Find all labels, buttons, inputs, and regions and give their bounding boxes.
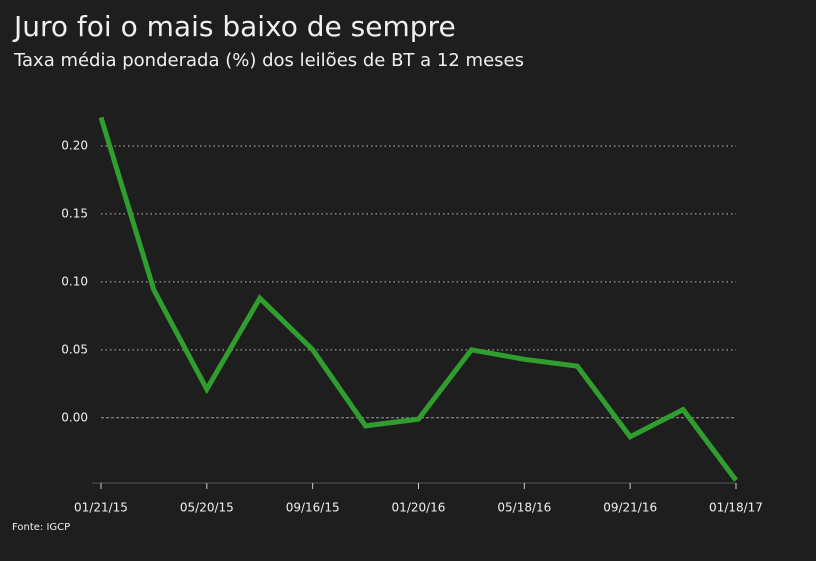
y-tick-label: 0.20 xyxy=(61,138,88,152)
y-tick-label: 0.05 xyxy=(61,342,88,356)
chart-title: Juro foi o mais baixo de sempre xyxy=(12,10,456,43)
x-tick-label: 01/18/17 xyxy=(709,501,763,515)
x-tick-label: 05/18/16 xyxy=(497,501,551,515)
x-tick-label: 09/16/15 xyxy=(286,501,340,515)
source: Fonte: IGCP xyxy=(12,522,70,533)
x-tick-label: 09/21/16 xyxy=(603,501,657,515)
x-tick-label: 01/21/15 xyxy=(74,501,128,515)
data-line xyxy=(98,116,739,482)
chart-subtitle: Taxa média ponderada (%) dos leilões de … xyxy=(13,50,524,71)
x-tick-label: 01/20/16 xyxy=(392,501,446,515)
y-tick-label: 0.10 xyxy=(61,274,88,288)
y-tick-label: 0.00 xyxy=(61,410,88,424)
x-tick-label: 05/20/15 xyxy=(180,501,234,515)
y-tick-label: 0.15 xyxy=(61,206,88,220)
